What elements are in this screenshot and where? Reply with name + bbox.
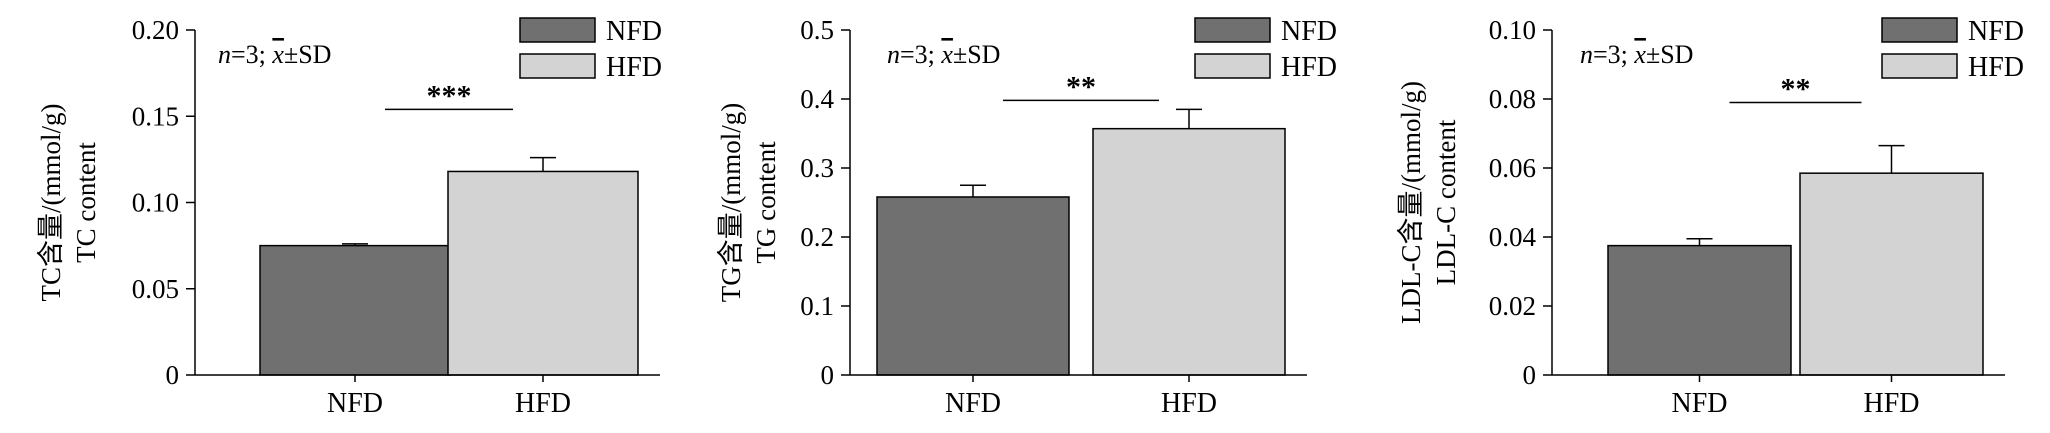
annotation-count: =3;	[900, 40, 941, 69]
x-tick-label-nfd: NFD	[1671, 388, 1727, 419]
y-tick-label: 0.05	[132, 274, 179, 304]
annotation-n: n	[887, 40, 900, 69]
chart-1: NFD HFD 0 0.05 0.10 0.15 0.20 TC含量/(mmol/g) TC c…	[36, 15, 662, 419]
legend-swatch-hfd	[1881, 53, 1958, 79]
annotation-mean: x	[1633, 40, 1646, 69]
y-axis-label-cn: TC含量/(mmol/g)	[36, 104, 66, 302]
y-tick-label: 0.2	[800, 222, 834, 252]
chart-2: NFD HFD 0 0.1 0.2 0.3 0.4 0.5 TG含量/(mmol/g) TG co…	[716, 15, 1337, 419]
annotation-mean: x	[940, 40, 953, 69]
y-tick-label: 0.5	[800, 15, 834, 45]
y-axis-label-cn: TG含量/(mmol/g)	[716, 103, 746, 302]
x-tick-label-nfd: NFD	[327, 388, 383, 419]
y-tick-label: 0	[1523, 360, 1537, 390]
bar-nfd	[876, 196, 1070, 376]
bar-nfd	[259, 244, 451, 376]
legend-swatch-nfd	[1881, 17, 1958, 43]
annotation-sd: ±SD	[953, 40, 1001, 69]
annotation-count: =3;	[231, 40, 272, 69]
legend-label-hfd: HFD	[1281, 52, 1337, 83]
chart-3: NFD HFD 0 0.02 0.04 0.06 0.08 0.10 LDL-C含量/(mmol…	[1396, 15, 2024, 419]
y-tick-label: 0.10	[1489, 15, 1536, 45]
legend-swatch-hfd	[519, 53, 596, 79]
y-tick-label: 0.20	[132, 15, 179, 45]
annotation-sd: ±SD	[284, 40, 332, 69]
y-tick-label: 0.10	[132, 188, 179, 218]
y-tick-label: 0.08	[1489, 84, 1536, 114]
legend-swatch-hfd	[1194, 53, 1271, 79]
y-tick-label: 0	[821, 360, 835, 390]
y-tick-label: 0.1	[800, 291, 834, 321]
legend-label-nfd: NFD	[1281, 16, 1337, 47]
bar-hfd	[447, 170, 639, 376]
legend-label-nfd: NFD	[606, 16, 662, 47]
legend-swatch-nfd	[1194, 17, 1271, 43]
y-tick-label: 0.3	[800, 153, 834, 183]
y-tick-label: 0	[166, 360, 180, 390]
y-tick-label: 0.4	[800, 84, 834, 114]
significance-marker: **	[1781, 72, 1811, 105]
legend-label-hfd: HFD	[606, 52, 662, 83]
significance-marker: **	[1066, 70, 1096, 103]
y-tick-label: 0.15	[132, 101, 179, 131]
stat-annotation: n=3; x±SD	[1580, 40, 1693, 69]
x-tick-label-hfd: HFD	[515, 388, 571, 419]
legend-label-nfd: NFD	[1968, 16, 2024, 47]
x-tick-label-nfd: NFD	[945, 388, 1001, 419]
annotation-n: n	[1580, 40, 1593, 69]
annotation-count: =3;	[1593, 40, 1634, 69]
bar-nfd	[1607, 244, 1792, 376]
legend-label-hfd: HFD	[1968, 52, 2024, 83]
x-tick-label-hfd: HFD	[1161, 388, 1217, 419]
y-axis-label-en: LDL-C content	[1431, 119, 1461, 285]
bar-hfd	[1092, 127, 1286, 376]
y-tick-label: 0.06	[1489, 153, 1536, 183]
y-axis-label-cn: LDL-C含量/(mmol/g)	[1396, 81, 1426, 324]
annotation-mean: x	[271, 40, 284, 69]
legend-swatch-nfd	[519, 17, 596, 43]
significance-marker: ***	[427, 79, 472, 112]
annotation-n: n	[218, 40, 231, 69]
x-tick-label-hfd: HFD	[1863, 388, 1919, 419]
bar-hfd	[1799, 172, 1984, 376]
stat-annotation: n=3; x±SD	[218, 40, 331, 69]
y-tick-label: 0.04	[1489, 222, 1537, 252]
y-axis-label-en: TC content	[71, 142, 101, 263]
y-axis-label-en: TG content	[751, 141, 781, 264]
stat-annotation: n=3; x±SD	[887, 40, 1000, 69]
annotation-sd: ±SD	[1646, 40, 1694, 69]
y-tick-label: 0.02	[1489, 291, 1536, 321]
